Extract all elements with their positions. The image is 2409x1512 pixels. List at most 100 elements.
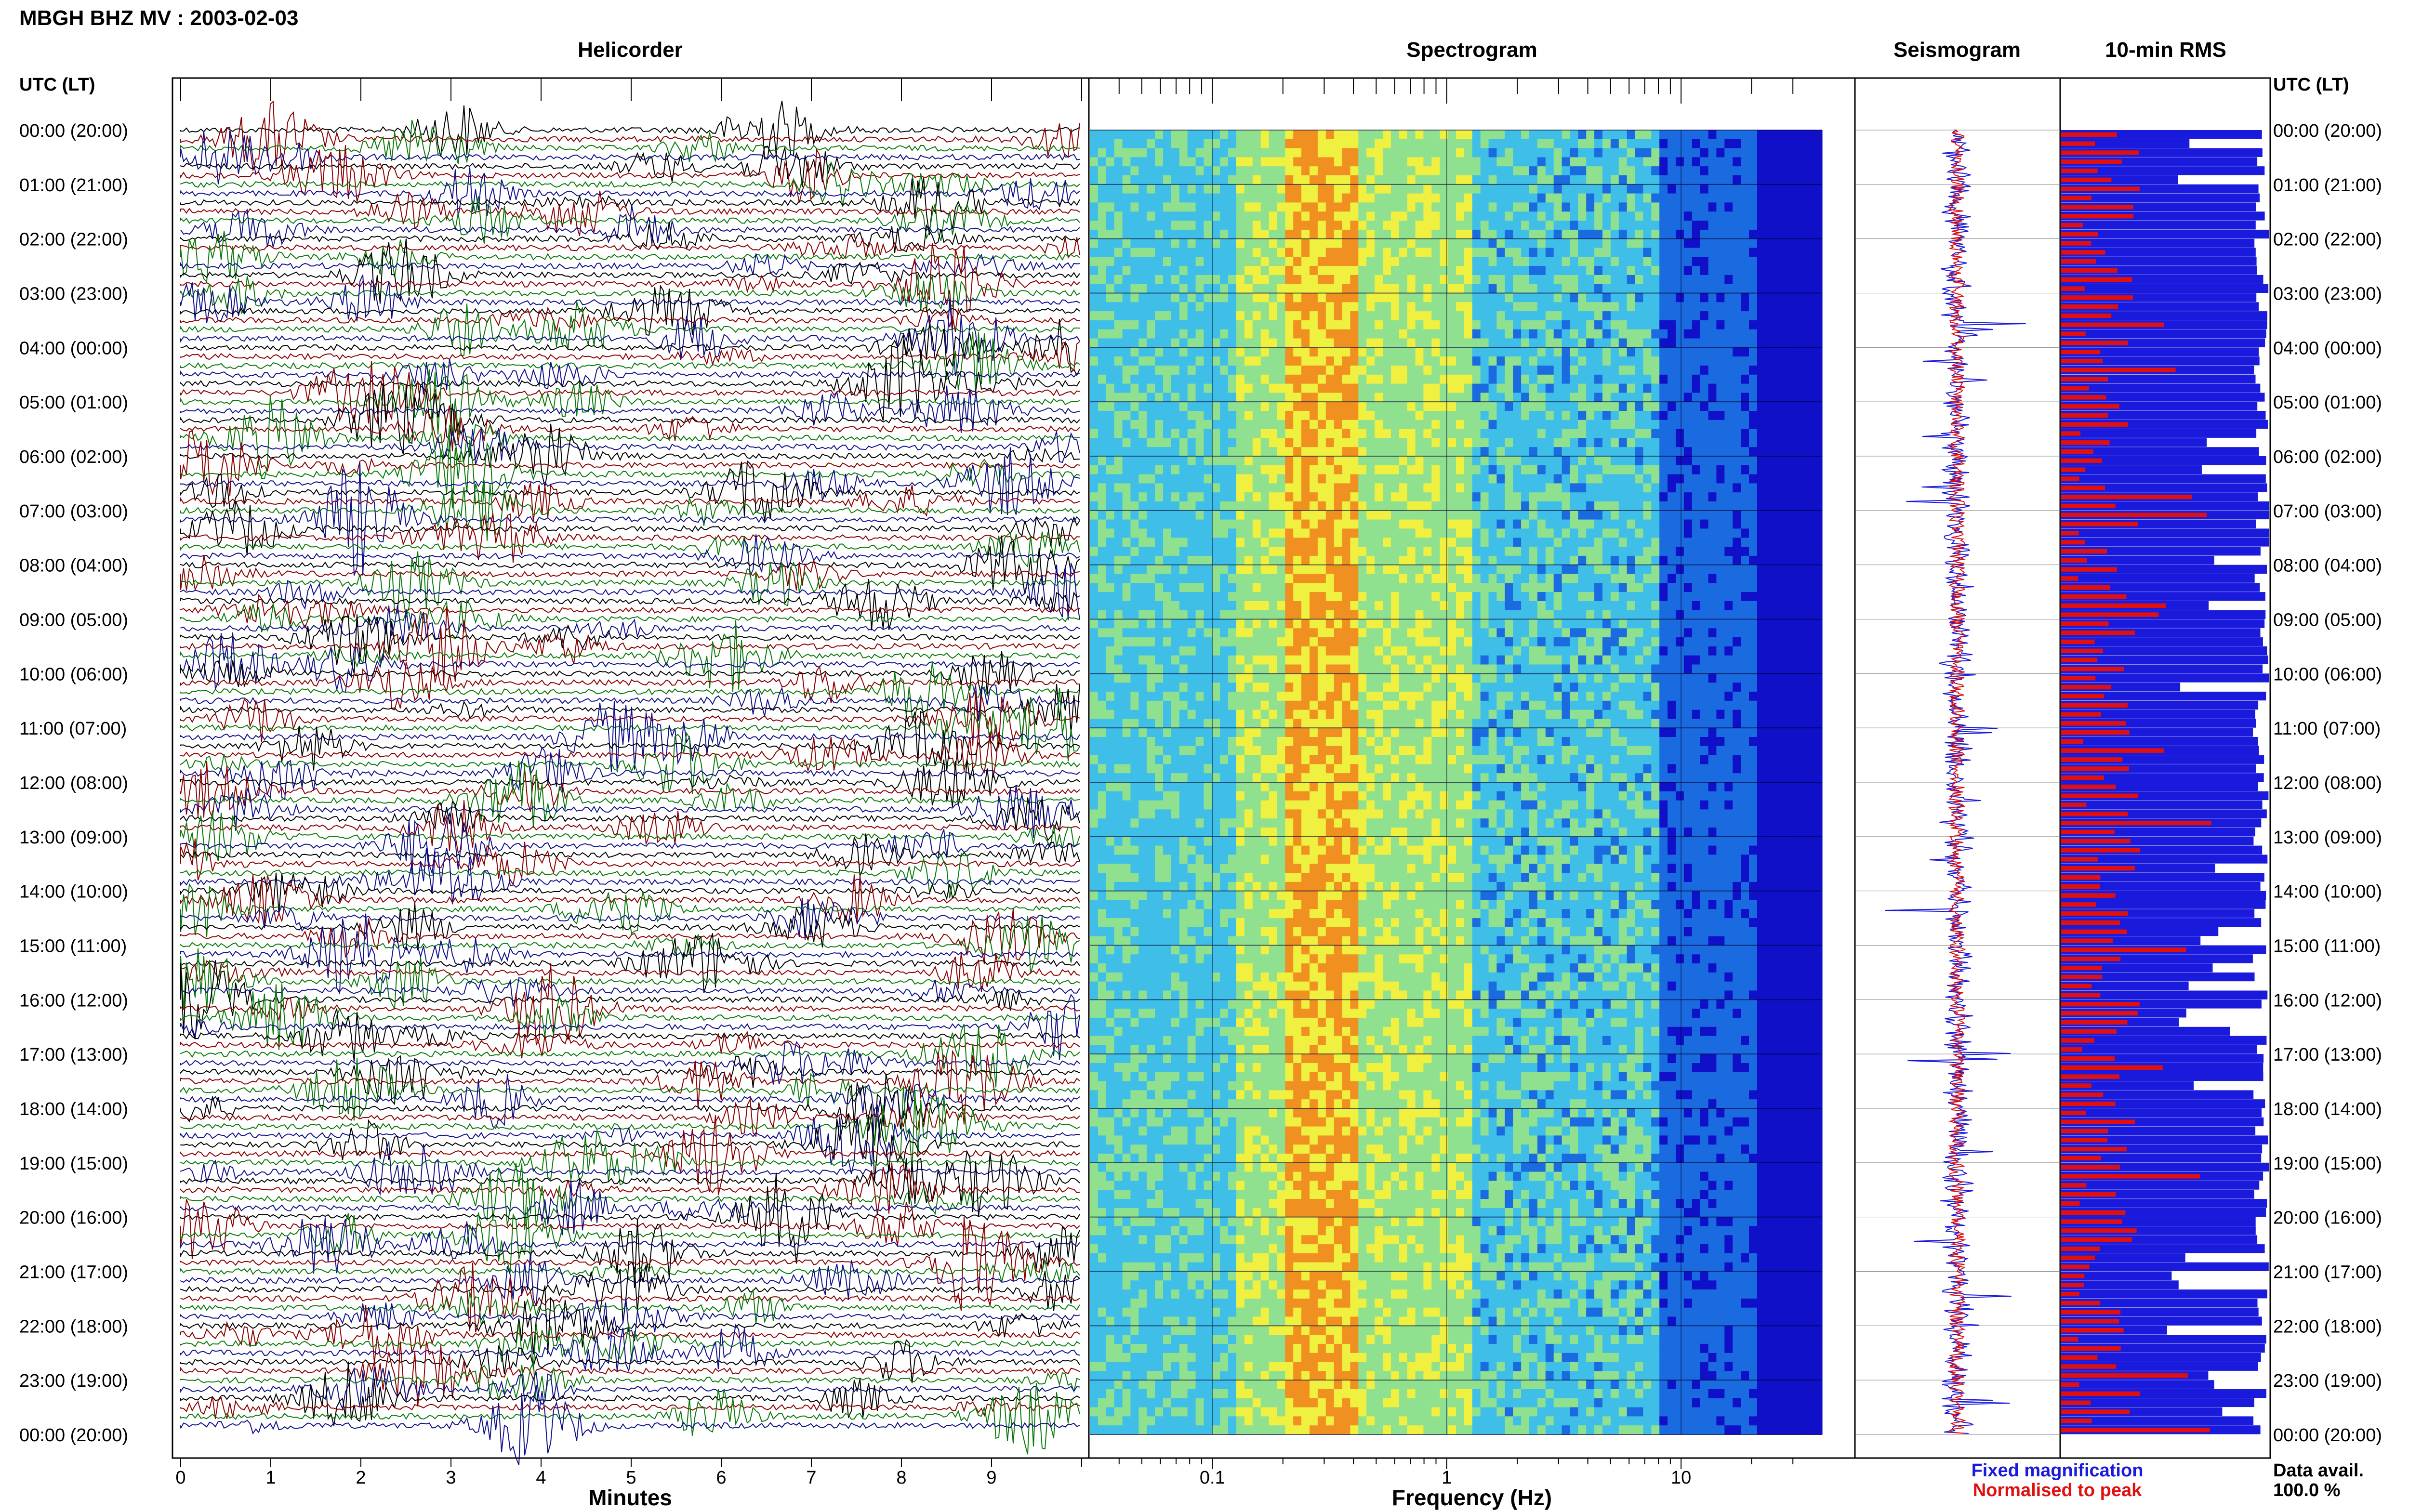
helicorder-trace (180, 1172, 1080, 1264)
spectrogram-cell (1114, 238, 1123, 249)
spectrogram-cell (1138, 257, 1147, 266)
spectrogram-cell (1171, 492, 1180, 502)
spectrogram-cell (1529, 592, 1538, 602)
spectrogram-cell (1358, 447, 1367, 457)
spectrogram-cell (1179, 166, 1188, 176)
spectrogram-cell (1676, 383, 1684, 393)
spectrogram-cell (1423, 238, 1432, 249)
spectrogram-cell (1122, 338, 1131, 348)
spectrogram-cell (1537, 130, 1546, 140)
spectrogram-cell (1724, 302, 1733, 312)
spectrogram-cell (1310, 528, 1318, 538)
helicorder-trace (180, 339, 1080, 421)
spectrogram-cell (1456, 374, 1465, 384)
spectrogram-cell (1781, 483, 1790, 493)
spectrogram-cell (1252, 574, 1261, 583)
spectrogram-cell (1310, 338, 1318, 348)
spectrogram-cell (1310, 510, 1318, 520)
spectrogram-cell (1464, 383, 1473, 393)
spectrogram-cell (1138, 402, 1147, 411)
spectrogram-cell (1692, 293, 1701, 302)
spectrogram-cell (1570, 166, 1578, 176)
spectrogram-cell (1431, 338, 1440, 348)
spectrogram-cell (1407, 510, 1416, 520)
spectrogram-cell (1448, 383, 1456, 393)
spectrogram-cell (1472, 429, 1481, 438)
spectrogram-cell (1269, 565, 1278, 575)
spectrogram-cell (1260, 583, 1270, 592)
spectrogram-cell (1692, 311, 1701, 321)
spectrogram-cell (1578, 411, 1587, 421)
spectrogram-cell (1789, 338, 1798, 348)
spectrogram-cell (1187, 320, 1196, 330)
spectrogram-cell (1342, 329, 1351, 339)
spectrogram-cell (1635, 257, 1644, 266)
spectrogram-cell (1399, 311, 1408, 321)
spectrogram-cell (1277, 293, 1285, 302)
spectrogram-cell (1496, 393, 1505, 402)
spectrogram-cell (1220, 148, 1229, 158)
spectrogram-cell (1334, 438, 1343, 447)
spectrogram-cell (1399, 456, 1408, 466)
spectrogram-cell (1488, 583, 1497, 592)
spectrogram-cell (1301, 465, 1310, 475)
spectrogram-cell (1236, 610, 1245, 620)
spectrogram-cell (1448, 329, 1456, 339)
spectrogram-cell (1570, 402, 1578, 411)
spectrogram-cell (1643, 555, 1652, 565)
spectrogram-cell (1277, 519, 1285, 529)
spectrogram-cell (1431, 130, 1440, 140)
spectrogram-cell (1586, 465, 1595, 475)
spectrogram-cell (1781, 320, 1790, 330)
spectrogram-cell (1594, 175, 1603, 185)
spectrogram-cell (1090, 547, 1099, 556)
spectrogram-cell (1651, 601, 1660, 611)
spectrogram-cell (1757, 329, 1766, 339)
spectrogram-cell (1122, 139, 1131, 149)
helicorder-trace (180, 1383, 1080, 1455)
spectrogram-cell (1635, 347, 1644, 357)
spectrogram-cell (1562, 238, 1571, 249)
spectrogram-cell (1488, 420, 1497, 430)
spectrogram-cell (1448, 374, 1456, 384)
spectrogram-cell (1480, 583, 1489, 592)
spectrogram-cell (1700, 510, 1709, 520)
spectrogram-cell (1448, 510, 1456, 520)
spectrogram-cell (1749, 248, 1758, 257)
spectrogram-cell (1301, 501, 1310, 511)
spectrogram-cell (1269, 157, 1278, 167)
spectrogram-cell (1496, 429, 1505, 438)
spectrogram-cell (1130, 347, 1139, 357)
spectrogram-cell (1472, 266, 1481, 276)
spectrogram-cell (1781, 338, 1790, 348)
spectrogram-cell (1269, 592, 1278, 602)
spectrogram-cell (1415, 510, 1424, 520)
spectrogram-cell (1407, 583, 1416, 592)
spectrogram-cell (1733, 538, 1741, 547)
spectrogram-cell (1342, 311, 1351, 321)
spectrogram-cell (1350, 157, 1359, 167)
spectrogram-cell (1586, 284, 1595, 294)
spectrogram-cell (1350, 601, 1359, 611)
spectrogram-cell (1627, 565, 1636, 575)
spectrogram-cell (1773, 266, 1782, 276)
spectrogram-cell (1310, 547, 1318, 556)
spectrogram-cell (1635, 356, 1644, 366)
spectrogram-cell (1212, 420, 1220, 430)
spectrogram-cell (1627, 284, 1636, 294)
spectrogram-cell (1220, 329, 1229, 339)
spectrogram-cell (1635, 565, 1644, 575)
spectrogram-cell (1716, 329, 1725, 339)
spectrogram-cell (1212, 601, 1220, 611)
spectrogram-cell (1456, 592, 1465, 602)
spectrogram-cell (1781, 429, 1790, 438)
spectrogram-cell (1090, 293, 1099, 302)
spectrogram-cell (1098, 248, 1107, 257)
spectrogram-cell (1724, 202, 1733, 212)
spectrogram-cell (1415, 320, 1424, 330)
spectrogram-cell (1765, 393, 1774, 402)
spectrogram-cell (1310, 275, 1318, 285)
spectrogram-cell (1204, 248, 1212, 257)
spectrogram-cell (1407, 130, 1416, 140)
spectrogram-cell (1228, 139, 1237, 149)
